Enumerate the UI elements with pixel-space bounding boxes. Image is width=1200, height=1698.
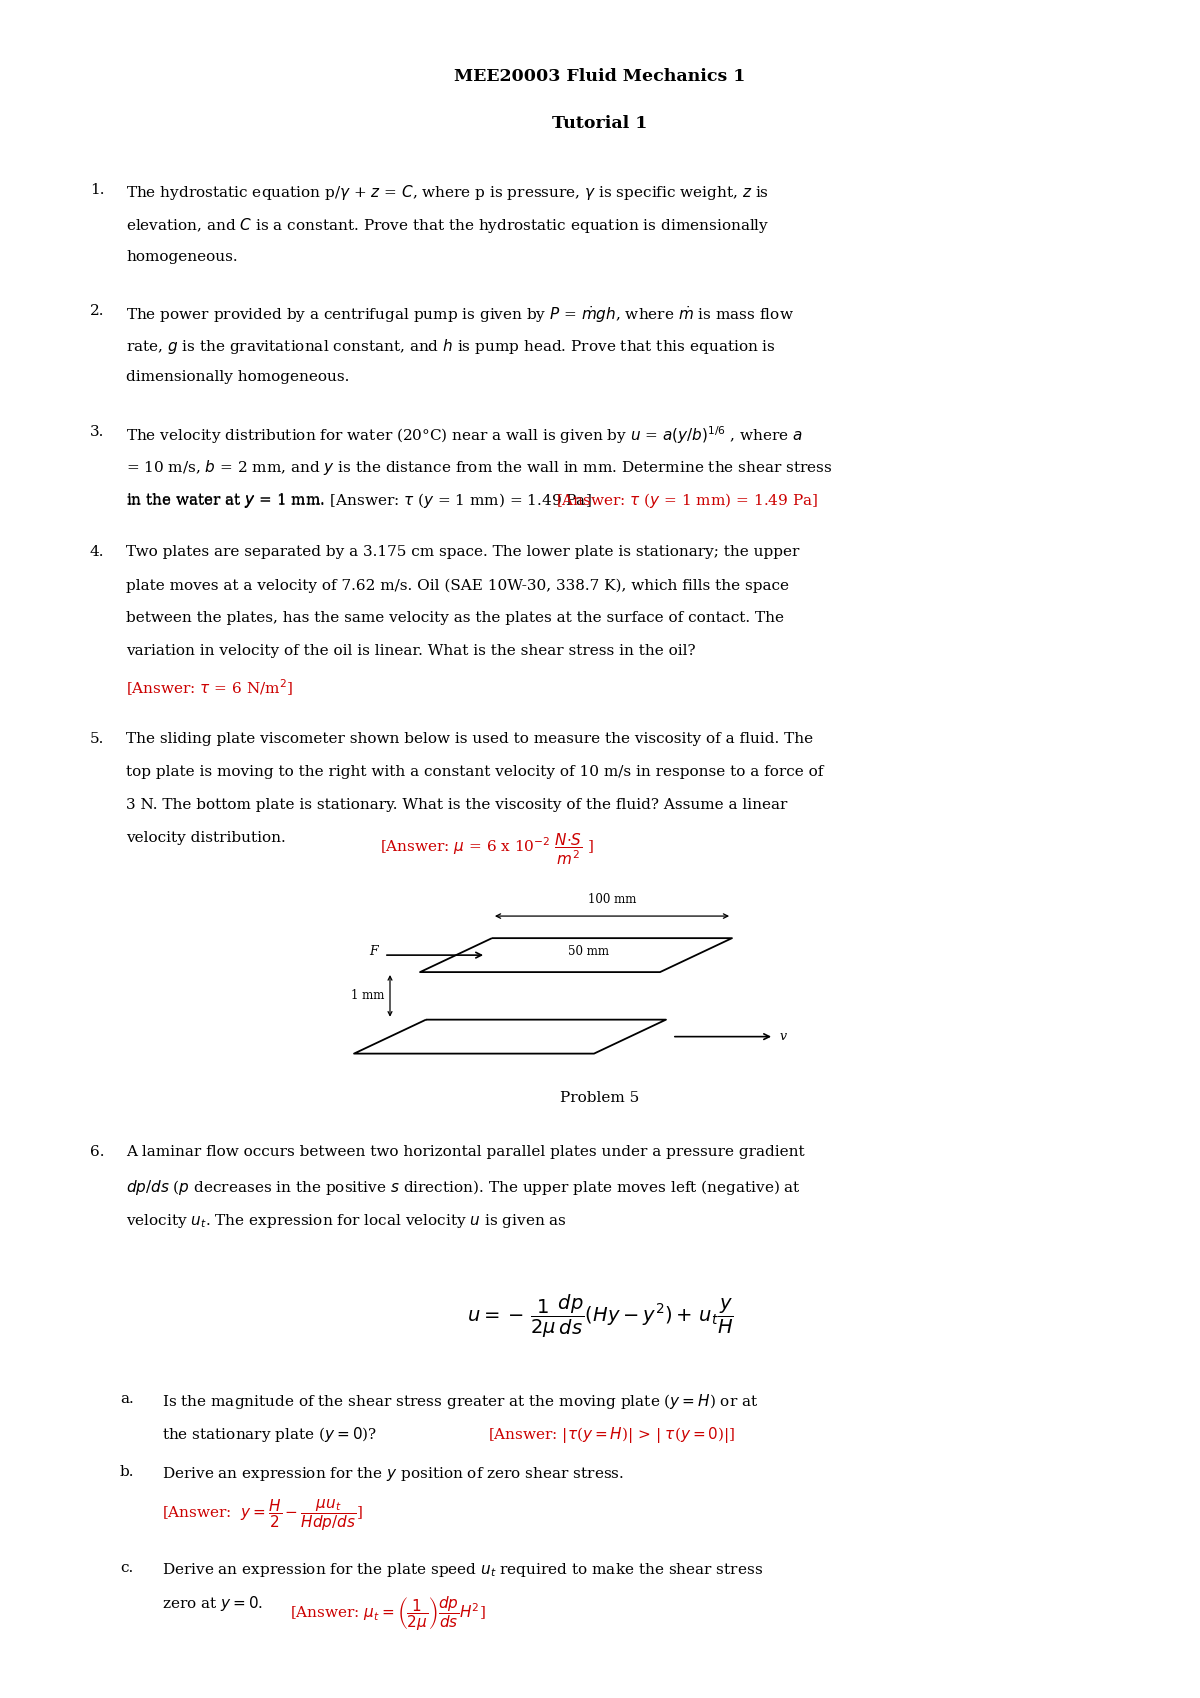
Text: [Answer: $\tau$ ($y$ = 1 mm) = 1.49 Pa]: [Answer: $\tau$ ($y$ = 1 mm) = 1.49 Pa] (556, 491, 817, 509)
Text: velocity distribution.: velocity distribution. (126, 830, 290, 846)
Text: 2.: 2. (90, 304, 104, 318)
Text: Derive an expression for the $y$ position of zero shear stress.: Derive an expression for the $y$ positio… (162, 1464, 624, 1482)
Text: 100 mm: 100 mm (588, 893, 636, 905)
Text: [Answer: $\mu_t = \left(\dfrac{1}{2\mu}\right)\dfrac{dp}{ds}H^2$]: [Answer: $\mu_t = \left(\dfrac{1}{2\mu}\… (290, 1594, 486, 1633)
Text: zero at $y = 0$.: zero at $y = 0$. (162, 1594, 265, 1613)
Text: 1 mm: 1 mm (350, 990, 384, 1002)
Text: 50 mm: 50 mm (568, 946, 608, 958)
Text: F: F (370, 944, 378, 958)
Text: Derive an expression for the plate speed $u_t$ required to make the shear stress: Derive an expression for the plate speed… (162, 1560, 763, 1579)
Text: velocity $u_t$. The expression for local velocity $u$ is given as: velocity $u_t$. The expression for local… (126, 1211, 566, 1229)
Text: 4.: 4. (90, 545, 104, 559)
Text: Problem 5: Problem 5 (560, 1090, 640, 1105)
Text: Is the magnitude of the shear stress greater at the moving plate ($y = H$) or at: Is the magnitude of the shear stress gre… (162, 1391, 758, 1411)
Text: Tutorial 1: Tutorial 1 (552, 115, 648, 132)
Text: $u = -\,\dfrac{1}{2\mu}\dfrac{dp}{ds}(Hy - y^2) + \,u_t\dfrac{y}{H}$: $u = -\,\dfrac{1}{2\mu}\dfrac{dp}{ds}(Hy… (467, 1292, 733, 1340)
Text: dimensionally homogeneous.: dimensionally homogeneous. (126, 370, 349, 384)
Text: elevation, and $C$ is a constant. Prove that the hydrostatic equation is dimensi: elevation, and $C$ is a constant. Prove … (126, 217, 769, 236)
Text: the stationary plate ($y = 0$)?: the stationary plate ($y = 0$)? (162, 1425, 378, 1443)
Text: A laminar flow occurs between two horizontal parallel plates under a pressure gr: A laminar flow occurs between two horizo… (126, 1144, 805, 1160)
Text: plate moves at a velocity of 7.62 m/s. Oil (SAE 10W-30, 338.7 K), which fills th: plate moves at a velocity of 7.62 m/s. O… (126, 577, 790, 593)
Text: top plate is moving to the right with a constant velocity of 10 m/s in response : top plate is moving to the right with a … (126, 764, 823, 779)
Text: The hydrostatic equation p/$\gamma$ + $z$ = $C$, where p is pressure, $\gamma$ i: The hydrostatic equation p/$\gamma$ + $z… (126, 183, 769, 202)
Text: [Answer: $\mu$ = 6 x 10$^{-2}$ $\dfrac{N{\cdot}S}{m^2}$ ]: [Answer: $\mu$ = 6 x 10$^{-2}$ $\dfrac{N… (380, 830, 594, 866)
Text: c.: c. (120, 1560, 133, 1576)
Text: 3 N. The bottom plate is stationary. What is the viscosity of the fluid? Assume : 3 N. The bottom plate is stationary. Wha… (126, 798, 787, 812)
Text: 5.: 5. (90, 732, 104, 745)
Text: The sliding plate viscometer shown below is used to measure the viscosity of a f: The sliding plate viscometer shown below… (126, 732, 814, 745)
Text: The power provided by a centrifugal pump is given by $P$ = $\dot{m}gh$, where $\: The power provided by a centrifugal pump… (126, 304, 794, 324)
Text: 1.: 1. (90, 183, 104, 197)
Text: Two plates are separated by a 3.175 cm space. The lower plate is stationary; the: Two plates are separated by a 3.175 cm s… (126, 545, 799, 559)
Text: = 10 m/s, $b$ = 2 mm, and $y$ is the distance from the wall in mm. Determine the: = 10 m/s, $b$ = 2 mm, and $y$ is the dis… (126, 457, 833, 477)
Text: [Answer: |$\tau$($y = H$)| > | $\tau$($y = 0$)|]: [Answer: |$\tau$($y = H$)| > | $\tau$($y… (488, 1425, 736, 1445)
Text: $dp/ds$ ($p$ decreases in the positive $s$ direction). The upper plate moves lef: $dp/ds$ ($p$ decreases in the positive $… (126, 1178, 800, 1197)
Text: 3.: 3. (90, 424, 104, 438)
Text: 6.: 6. (90, 1144, 104, 1160)
Text: MEE20003 Fluid Mechanics 1: MEE20003 Fluid Mechanics 1 (455, 68, 745, 85)
Text: b.: b. (120, 1464, 134, 1479)
Text: rate, $g$ is the gravitational constant, and $h$ is pump head. Prove that this e: rate, $g$ is the gravitational constant,… (126, 338, 776, 357)
Text: in the water at $y$ = 1 mm. [Answer: $\tau$ ($y$ = 1 mm) = 1.49 Pa]: in the water at $y$ = 1 mm. [Answer: $\t… (126, 491, 592, 509)
Text: a.: a. (120, 1391, 133, 1406)
Text: [Answer: $\tau$ = 6 N/m$^2$]: [Answer: $\tau$ = 6 N/m$^2$] (126, 678, 293, 698)
Text: in the water at $y$ = 1 mm.: in the water at $y$ = 1 mm. (126, 491, 326, 509)
Text: The velocity distribution for water (20°C) near a wall is given by $u$ = $a(y/b): The velocity distribution for water (20°… (126, 424, 803, 447)
Text: variation in velocity of the oil is linear. What is the shear stress in the oil?: variation in velocity of the oil is line… (126, 644, 696, 659)
Text: between the plates, has the same velocity as the plates at the surface of contac: between the plates, has the same velocit… (126, 611, 784, 625)
Text: homogeneous.: homogeneous. (126, 250, 238, 263)
Text: [Answer:  $y = \dfrac{H}{2} - \dfrac{\mu u_t}{Hdp/ds}$]: [Answer: $y = \dfrac{H}{2} - \dfrac{\mu … (162, 1498, 362, 1533)
Text: v: v (780, 1031, 787, 1043)
